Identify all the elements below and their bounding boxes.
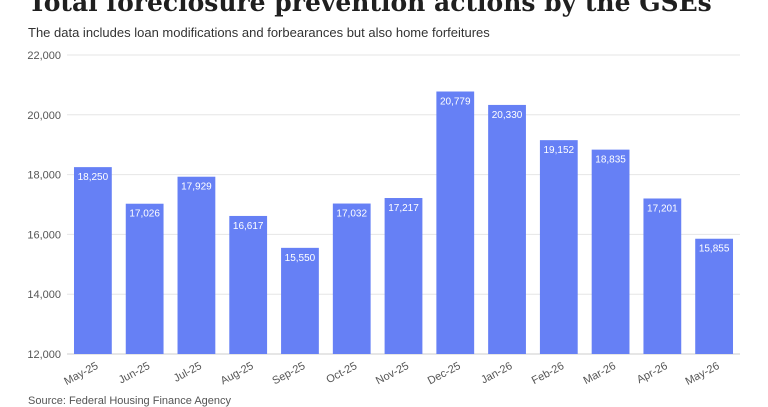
x-tick-label: Oct-25 — [324, 360, 359, 386]
x-tick-label: Mar-26 — [582, 360, 618, 387]
y-tick-label: 18,000 — [27, 170, 61, 182]
x-tick-label: Feb-26 — [530, 360, 566, 387]
y-tick-label: 20,000 — [27, 110, 61, 122]
bar — [177, 176, 216, 354]
x-tick-label: Jun-25 — [117, 360, 152, 386]
chart-title: Total foreclosure prevention actions by … — [28, 0, 712, 17]
x-tick-label: Jan-26 — [479, 360, 514, 386]
bar — [125, 203, 164, 354]
data-label: 18,835 — [595, 155, 626, 166]
data-label: 18,250 — [78, 172, 109, 183]
data-label: 16,617 — [233, 221, 264, 232]
x-axis: May-25 Jun-25 Jul-25 Aug-25 Sep-25 Oct-25 Nov-… — [62, 360, 721, 388]
x-tick-label: May-26 — [683, 360, 721, 388]
bar — [436, 91, 475, 354]
data-label: 17,217 — [388, 203, 419, 214]
x-tick-label: May-25 — [62, 360, 100, 388]
data-label: 17,032 — [336, 209, 367, 220]
bar — [281, 247, 319, 354]
y-tick-label: 16,000 — [27, 229, 61, 241]
data-label: 20,779 — [440, 97, 471, 108]
x-tick-label: Dec-25 — [426, 360, 463, 387]
data-label: 19,152 — [544, 145, 575, 156]
bar — [73, 167, 112, 354]
source-note: Source: Federal Housing Finance Agency — [28, 395, 232, 407]
x-tick-label: Aug-25 — [219, 360, 256, 387]
bar — [332, 203, 371, 354]
x-tick-label: Sep-25 — [270, 360, 307, 387]
bar — [384, 198, 423, 354]
bar — [229, 215, 268, 354]
y-axis: 12,000 14,000 16,000 18,000 20,000 22,000 — [27, 50, 61, 361]
bar — [643, 198, 682, 354]
data-label: 17,201 — [647, 203, 678, 214]
data-label: 15,855 — [699, 244, 730, 255]
data-label: 17,929 — [181, 182, 212, 193]
chart-subtitle: The data includes loan modifications and… — [28, 25, 490, 40]
x-tick-label: Apr-26 — [635, 360, 670, 386]
x-tick-label: Nov-25 — [374, 360, 411, 387]
data-label: 20,330 — [492, 110, 523, 121]
y-tick-label: 14,000 — [27, 289, 61, 301]
data-label: 15,550 — [285, 253, 316, 264]
bar — [539, 140, 578, 354]
y-tick-label: 12,000 — [27, 349, 61, 361]
bar — [591, 149, 630, 354]
bars — [73, 91, 734, 354]
x-tick-label: Jul-25 — [172, 360, 204, 385]
bar — [695, 238, 734, 354]
data-labels: 18,250 17,026 17,929 16,617 15,550 17,032 17,2… — [78, 97, 730, 264]
y-tick-label: 22,000 — [27, 50, 61, 62]
data-label: 17,026 — [129, 209, 160, 220]
bar — [488, 104, 526, 354]
